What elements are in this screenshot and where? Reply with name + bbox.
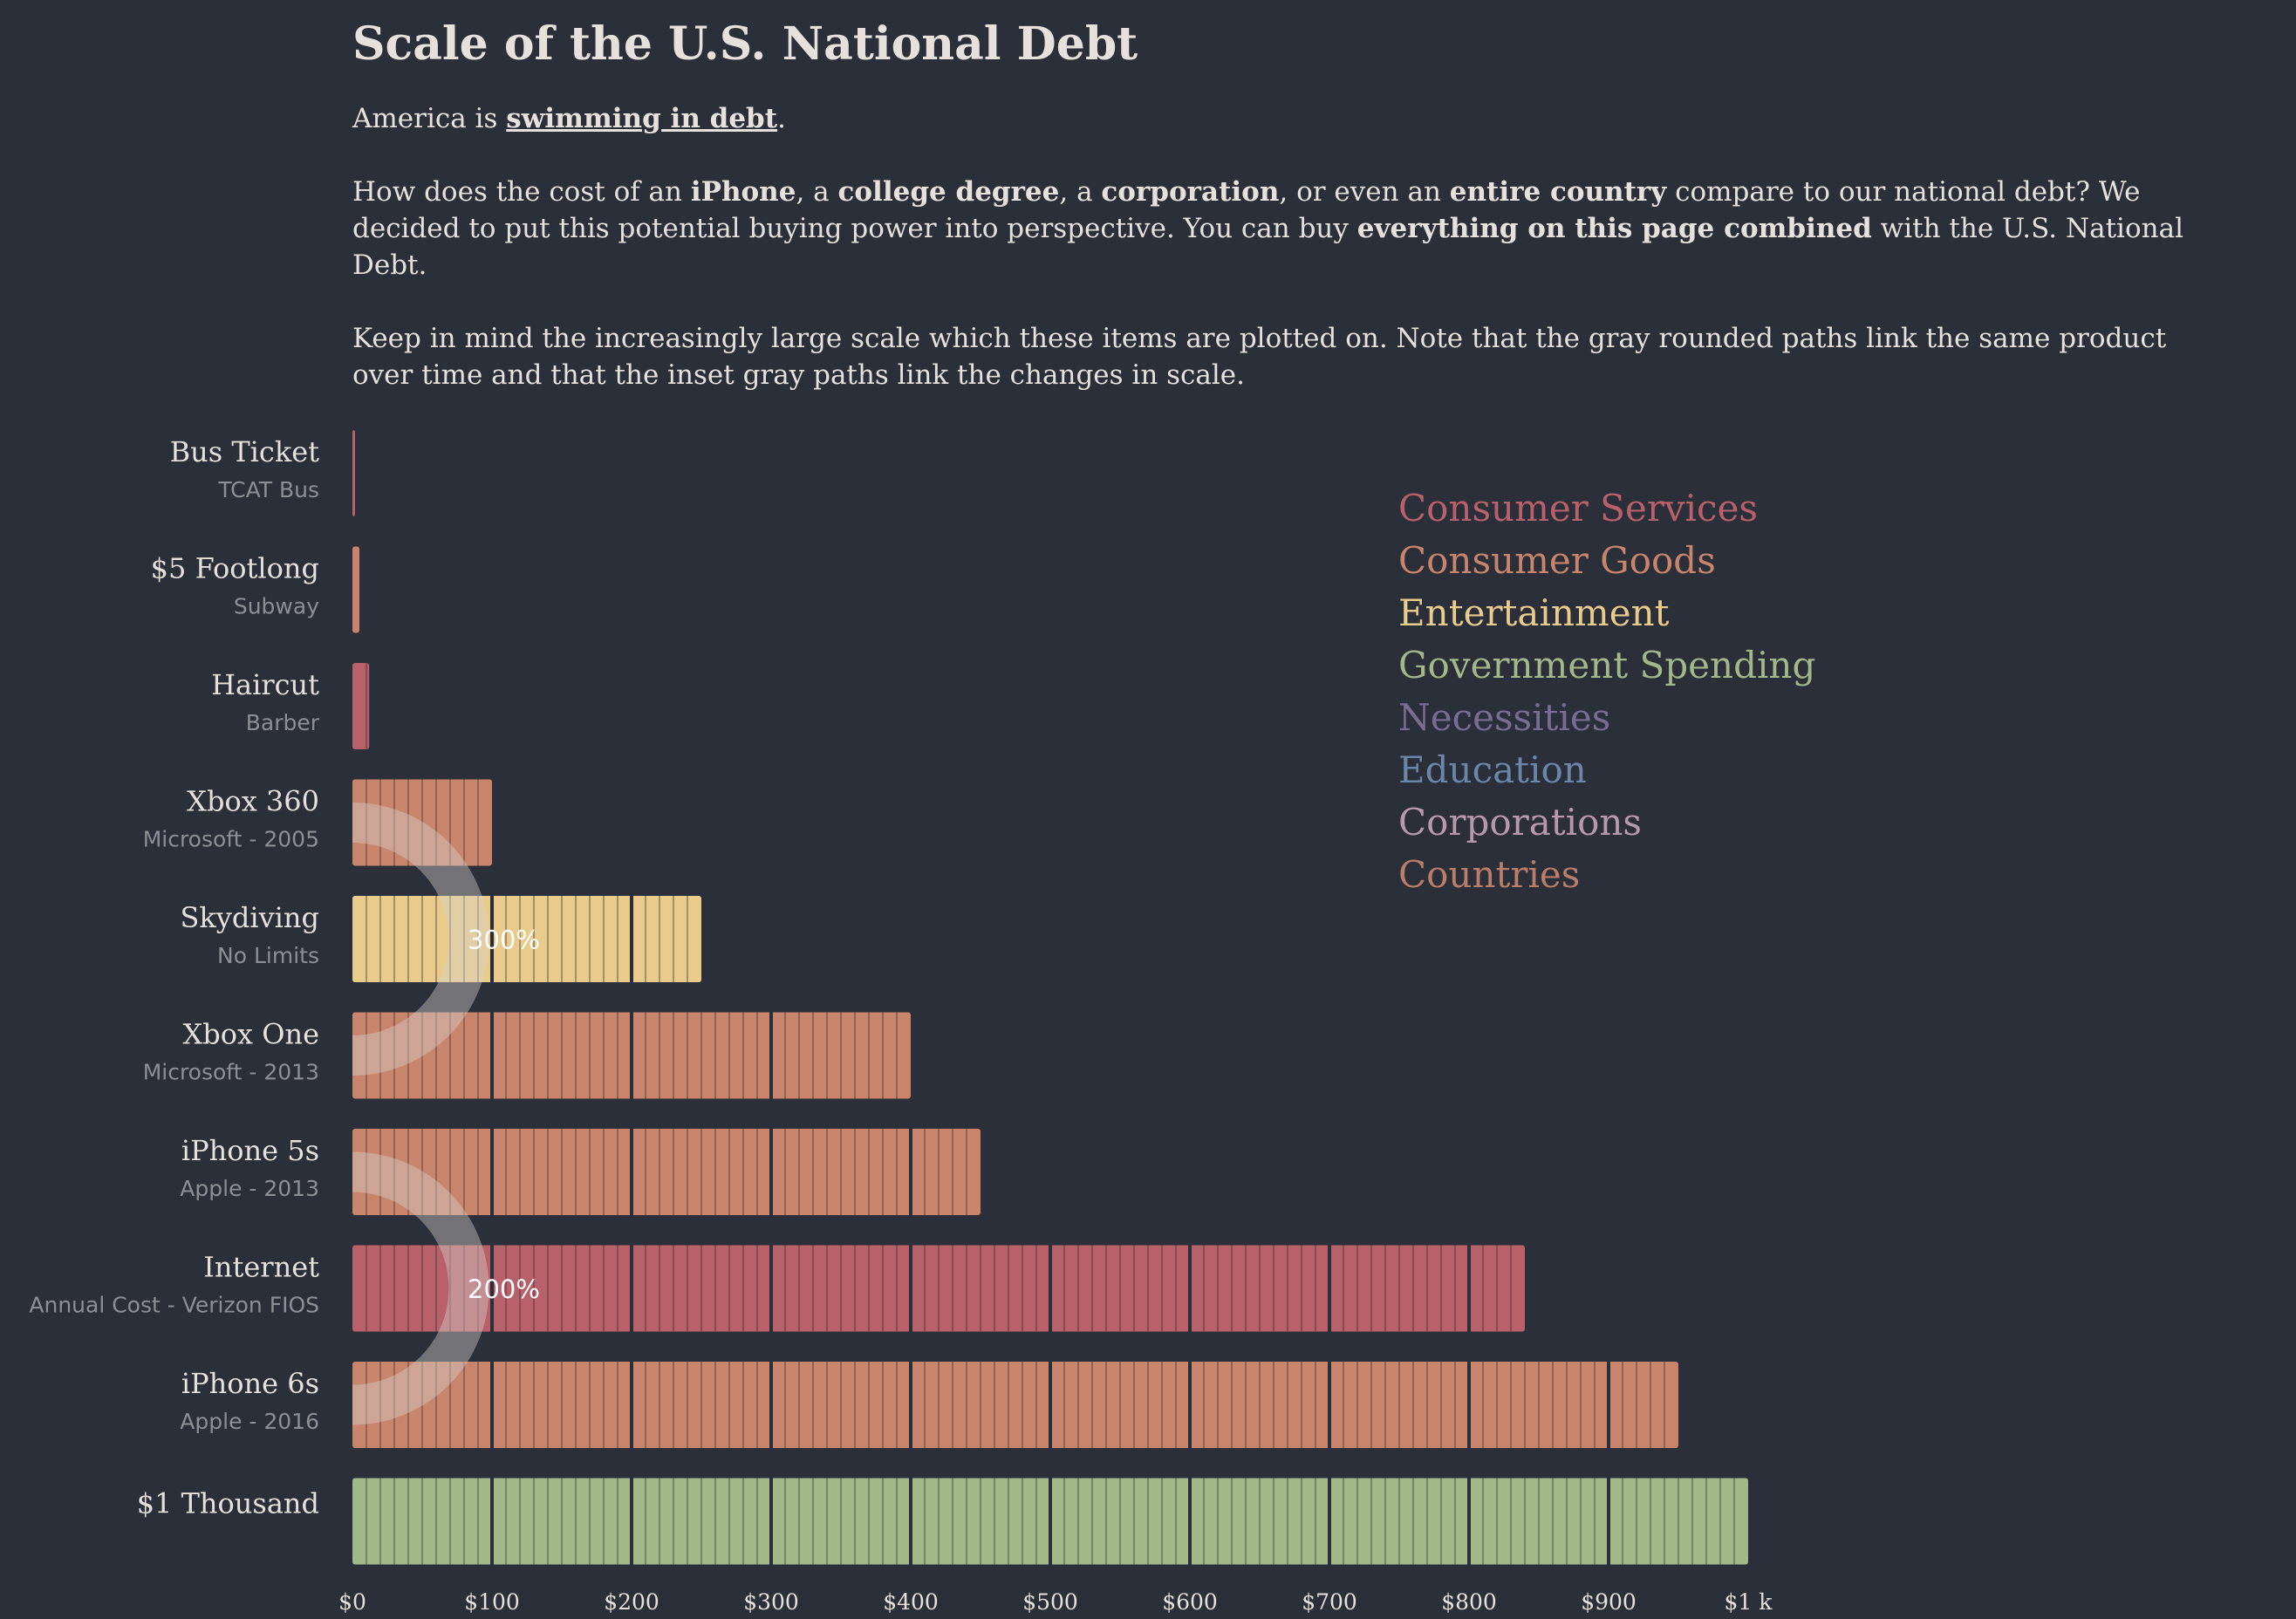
bar-bus-ticket[interactable] [352,430,355,516]
legend-item-entertainment[interactable]: Entertainment [1398,591,1670,634]
legend-item-consumer-services[interactable]: Consumer Services [1398,487,1758,529]
row-label-haircut: Haircut [211,668,319,701]
row-label-bus-ticket: Bus Ticket [170,435,320,468]
row-sublabel-skydiving: No Limits [217,943,319,968]
bar-internet-ticks [366,1245,1512,1332]
bar-iphone-6s-ticks [366,1362,1665,1448]
x-tick-label: $1 k [1725,1589,1773,1615]
legend-item-necessities[interactable]: Necessities [1398,696,1611,739]
x-tick-label: $800 [1441,1589,1497,1615]
legend-item-education[interactable]: Education [1398,748,1587,791]
row-sublabel-bus-ticket: TCAT Bus [217,477,319,502]
row-label-skydiving: Skydiving [180,901,319,934]
row-label-xbox-one: Xbox One [182,1018,319,1051]
x-tick-label: $700 [1302,1589,1357,1615]
x-tick-label: $300 [743,1589,799,1615]
swimming-in-debt-link[interactable]: swimming in debt [506,103,778,134]
bar-iphone-5s[interactable] [352,1129,981,1215]
link-label-xbox-360: 300% [468,926,540,955]
x-tick-label: $100 [464,1589,520,1615]
bar-5-footlong[interactable] [352,546,359,633]
intro-paragraph-2: How does the cost of an iPhone, a colleg… [352,176,2183,281]
intro-text: America is swimming in debt. How does th… [352,100,2193,430]
x-tick-label: $500 [1022,1589,1078,1615]
row-sublabel-xbox-one: Microsoft - 2013 [143,1060,319,1085]
row-label-iphone-5s: iPhone 5s [181,1134,319,1167]
row-sublabel-haircut: Barber [246,710,320,735]
bar-xbox-one-ticks [366,1012,898,1099]
legend-item-consumer-goods[interactable]: Consumer Goods [1398,539,1716,582]
link-path-xbox-360-to-xbox-one [352,803,489,1076]
link-label-iphone-5s: 200% [468,1274,540,1304]
x-tick-label: $400 [883,1589,939,1615]
x-tick-label: $600 [1162,1589,1218,1615]
x-tick-label: $200 [604,1589,659,1615]
link-path-iphone-5s-to-iphone-6s [352,1151,489,1425]
row-label-iphone-6s: iPhone 6s [181,1367,319,1400]
bar-xbox-360-ticks [366,779,479,866]
row-sublabel-xbox-360: Microsoft - 2005 [143,827,319,852]
bar-iphone-6s[interactable] [352,1362,1678,1448]
x-tick-label: $900 [1581,1589,1637,1615]
bar-skydiving-ticks [366,896,688,982]
row-label-5-footlong: $5 Footlong [151,552,319,585]
intro-paragraph-3: Keep in mind the increasingly large scal… [352,323,2167,391]
bar-1-thousand-ticks [366,1478,1735,1565]
row-label-internet: Internet [203,1251,319,1284]
row-sublabel-iphone-5s: Apple - 2013 [180,1176,319,1201]
x-tick-label: $0 [338,1589,366,1615]
bar-iphone-5s-ticks [366,1129,967,1215]
legend-item-government-spending[interactable]: Government Spending [1398,644,1816,687]
row-label-xbox-360: Xbox 360 [187,785,319,818]
legend-item-corporations[interactable]: Corporations [1398,801,1642,844]
row-sublabel-iphone-6s: Apple - 2016 [180,1409,319,1434]
bar-skydiving[interactable] [352,896,701,982]
page-title: Scale of the U.S. National Debt [352,17,1138,71]
row-sublabel-internet: Annual Cost - Verizon FIOS [29,1293,319,1318]
legend-item-countries[interactable]: Countries [1398,853,1581,896]
category-legend: Consumer Services Consumer Goods Entertain… [1398,482,1815,901]
row-label-1-thousand: $1 Thousand [137,1487,319,1520]
bar-haircut[interactable] [352,663,370,749]
intro-paragraph-1: America is swimming in debt. [352,103,786,134]
row-sublabel-5-footlong: Subway [234,594,319,619]
